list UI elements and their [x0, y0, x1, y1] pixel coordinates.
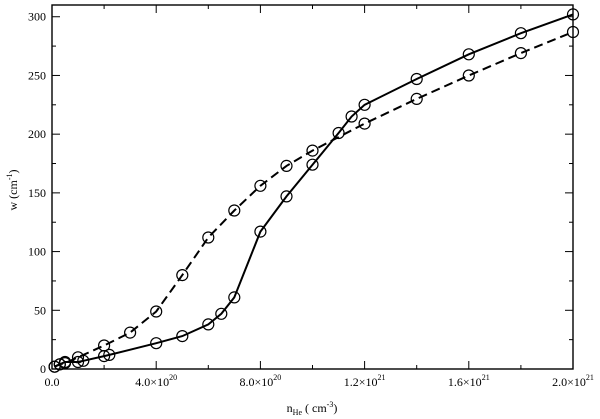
series-1-point	[332, 126, 345, 140]
series-1-point	[71, 355, 85, 369]
y-tick-label: 150	[28, 186, 46, 200]
series-1-point	[228, 291, 241, 304]
series-1-point	[150, 337, 163, 350]
x-tick-label: 8.0×1020	[240, 373, 282, 389]
series-2-point	[566, 25, 580, 39]
series-1-point	[280, 190, 293, 203]
series-2-point	[514, 46, 528, 60]
series-1-point	[215, 307, 228, 320]
series-1-point	[566, 8, 580, 21]
series-2-point	[176, 269, 189, 282]
series-2-point	[280, 159, 293, 172]
series-1-point	[358, 98, 371, 111]
series-layer	[48, 8, 580, 373]
y-tick-label: 250	[28, 68, 46, 82]
series-2-point	[58, 357, 72, 370]
y-tick-label: 200	[28, 127, 46, 141]
series-1-point	[254, 225, 267, 238]
series-1-point	[202, 318, 215, 331]
series-2-point	[358, 117, 371, 130]
axis-ticks: 0 50 100 150 200 250 300 0.0 4.0×1020 8.0×1020 1.2…	[28, 5, 594, 389]
series-2-point	[254, 179, 267, 192]
x-tick-label: 4.0×1020	[135, 373, 177, 389]
y-tick-label: 0	[40, 362, 46, 376]
x-axis-label: nHe ( cm-3)	[287, 400, 338, 417]
x-tick-label: 2.0×1021	[552, 373, 594, 389]
series-2-point	[97, 339, 111, 352]
series-1-point	[514, 27, 528, 40]
series-line-2	[54, 31, 574, 368]
series-2-point	[53, 358, 66, 371]
series-2-point	[124, 326, 137, 339]
series-1-point	[306, 158, 319, 171]
series-2-point	[71, 351, 85, 364]
plot-frame	[51, 4, 574, 370]
series-1-point	[345, 110, 358, 123]
x-tick-label: 1.6×1021	[448, 373, 490, 389]
series-2-point	[462, 69, 475, 82]
y-tick-label: 50	[34, 303, 46, 317]
series-1-point	[103, 348, 116, 361]
y-tick-label: 300	[28, 10, 46, 24]
series-line-1	[54, 13, 574, 368]
series-2-point	[202, 231, 215, 244]
x-tick-label: 1.2×1021	[344, 373, 386, 389]
series-2-point	[306, 144, 319, 157]
x-tick-label-zero: 0.0	[45, 375, 60, 389]
series-1-point	[462, 48, 475, 61]
series-2-point	[410, 92, 423, 106]
series-1-point	[176, 330, 189, 343]
series-2-point	[228, 204, 241, 217]
series-2-point	[150, 305, 163, 318]
y-tick-label: 100	[28, 245, 46, 259]
series-1-point	[410, 72, 423, 86]
y-axis-label: w (cm-1)	[5, 170, 20, 211]
